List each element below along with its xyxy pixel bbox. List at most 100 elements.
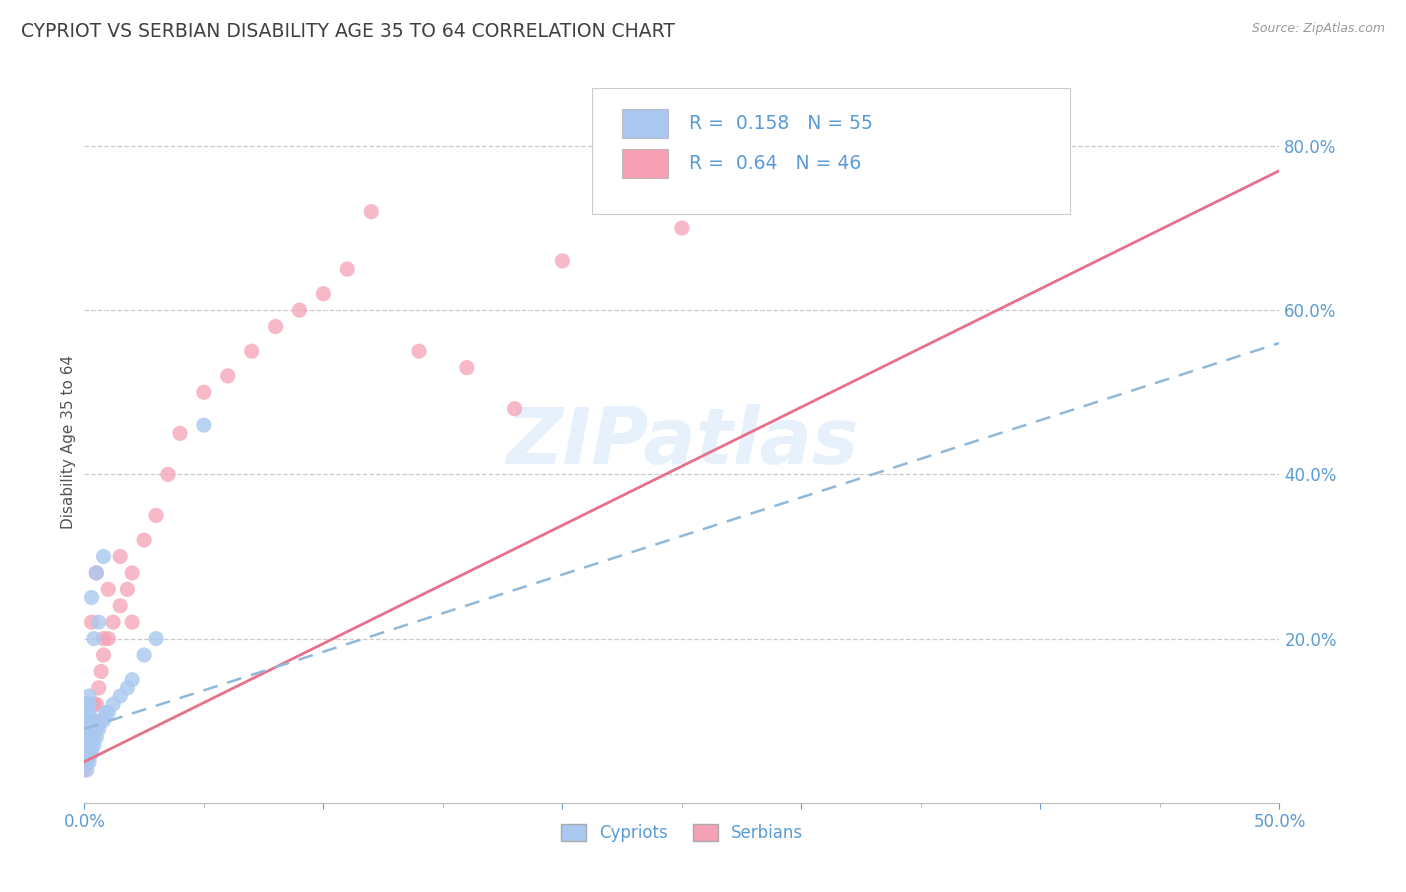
Point — [76, 739, 98, 753]
Point — [77, 730, 100, 744]
Text: R =  0.64   N = 46: R = 0.64 N = 46 — [689, 153, 862, 173]
Point — [83, 698, 105, 712]
Point — [77, 722, 100, 736]
Point — [76, 698, 98, 712]
Point — [73, 747, 96, 761]
Point — [80, 591, 103, 605]
FancyBboxPatch shape — [623, 149, 668, 178]
Text: R =  0.158   N = 55: R = 0.158 N = 55 — [689, 114, 873, 133]
Point — [77, 730, 100, 744]
Point — [73, 763, 96, 777]
Point — [80, 714, 103, 728]
Point — [83, 632, 105, 646]
Point — [503, 401, 526, 416]
Point — [94, 706, 117, 720]
Point — [97, 706, 120, 720]
Point — [76, 730, 98, 744]
Point — [76, 739, 98, 753]
Point — [145, 508, 167, 523]
Point — [117, 681, 139, 695]
Point — [87, 722, 110, 736]
Point — [312, 286, 335, 301]
Point — [97, 582, 120, 597]
Point — [76, 722, 98, 736]
Point — [77, 722, 100, 736]
Point — [132, 533, 156, 547]
Point — [77, 730, 100, 744]
FancyBboxPatch shape — [592, 87, 1070, 214]
Point — [76, 730, 98, 744]
Point — [76, 747, 98, 761]
Point — [77, 755, 100, 769]
Point — [671, 221, 693, 235]
Point — [132, 648, 156, 662]
Point — [87, 681, 110, 695]
Point — [80, 730, 103, 744]
Point — [77, 747, 100, 761]
Point — [77, 689, 100, 703]
Point — [240, 344, 263, 359]
Point — [336, 262, 359, 277]
Point — [86, 566, 108, 580]
Point — [288, 303, 311, 318]
Point — [86, 730, 108, 744]
Point — [80, 615, 103, 630]
Point — [76, 698, 98, 712]
Point — [76, 714, 98, 728]
Point — [101, 698, 124, 712]
Point — [73, 755, 96, 769]
Point — [80, 714, 103, 728]
Point — [93, 648, 115, 662]
Point — [77, 698, 100, 712]
Point — [157, 467, 180, 482]
Point — [90, 714, 112, 728]
Y-axis label: Disability Age 35 to 64: Disability Age 35 to 64 — [60, 354, 76, 529]
Point — [80, 747, 103, 761]
Point — [76, 730, 98, 744]
Point — [83, 714, 105, 728]
Text: ZIPatlas: ZIPatlas — [506, 403, 858, 480]
Point — [76, 755, 98, 769]
Point — [76, 763, 98, 777]
Point — [76, 698, 98, 712]
Point — [110, 549, 132, 564]
Point — [77, 698, 100, 712]
Point — [217, 368, 239, 383]
Point — [169, 426, 191, 441]
Point — [110, 599, 132, 613]
Point — [101, 615, 124, 630]
Point — [83, 730, 105, 744]
Point — [121, 615, 143, 630]
Text: CYPRIOT VS SERBIAN DISABILITY AGE 35 TO 64 CORRELATION CHART: CYPRIOT VS SERBIAN DISABILITY AGE 35 TO … — [21, 22, 675, 41]
Point — [93, 714, 115, 728]
Point — [193, 418, 215, 433]
Point — [76, 714, 98, 728]
Point — [80, 698, 103, 712]
Point — [551, 253, 574, 268]
Point — [360, 204, 382, 219]
Point — [193, 385, 215, 400]
Point — [97, 632, 120, 646]
Point — [77, 747, 100, 761]
Point — [87, 615, 110, 630]
Point — [76, 706, 98, 720]
Point — [93, 549, 115, 564]
Point — [76, 747, 98, 761]
Point — [456, 360, 478, 375]
Point — [83, 739, 105, 753]
Point — [117, 582, 139, 597]
Point — [86, 566, 108, 580]
Point — [76, 722, 98, 736]
Text: Source: ZipAtlas.com: Source: ZipAtlas.com — [1251, 22, 1385, 36]
Point — [77, 714, 100, 728]
Point — [86, 722, 108, 736]
Point — [76, 714, 98, 728]
Point — [83, 722, 105, 736]
Point — [77, 739, 100, 753]
Point — [110, 689, 132, 703]
Point — [77, 739, 100, 753]
Point — [408, 344, 430, 359]
Point — [77, 714, 100, 728]
Point — [264, 319, 287, 334]
Point — [86, 698, 108, 712]
